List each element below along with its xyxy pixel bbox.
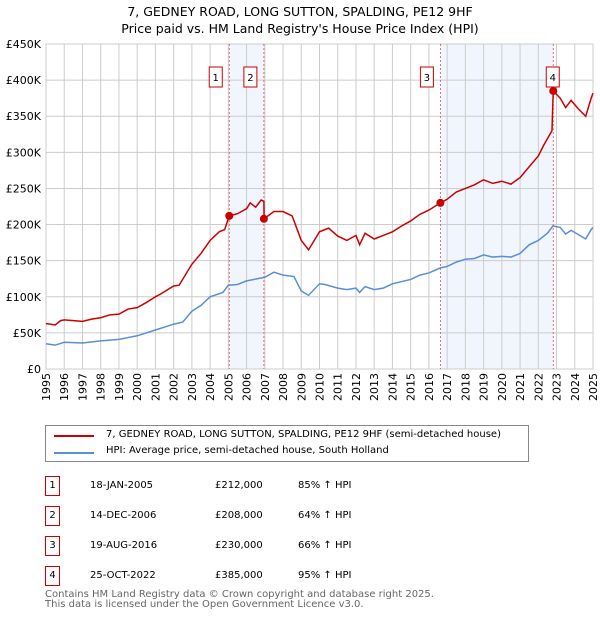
sale-price: £230,000	[215, 540, 263, 551]
x-tick-label: 2012	[350, 373, 363, 401]
x-tick-label: 2025	[587, 373, 600, 401]
x-tick-label: 1995	[40, 373, 53, 401]
sale-number: 4	[45, 566, 60, 586]
y-tick-label: £100K	[6, 291, 42, 304]
sale-point	[436, 198, 445, 207]
x-tick-label: 2022	[532, 373, 545, 401]
x-tick-label: 1996	[58, 373, 71, 401]
x-tick-label: 2023	[551, 373, 564, 401]
legend-swatch-property	[54, 435, 94, 437]
y-tick-label: £250K	[6, 182, 42, 195]
y-tick-label: £150K	[6, 255, 42, 268]
sale-hpi: 66% ↑ HPI	[298, 540, 352, 551]
sale-label: 1	[213, 73, 219, 84]
x-tick-label: 2020	[496, 373, 509, 401]
y-tick-label: £200K	[6, 219, 42, 232]
sale-row: 3 19-AUG-2016 £230,000 66% ↑ HPI	[45, 536, 445, 556]
x-tick-label: 2000	[131, 373, 144, 401]
footer: Contains HM Land Registry data © Crown c…	[45, 590, 434, 610]
property-line	[45, 89, 594, 326]
x-tick-label: 2015	[405, 373, 418, 401]
x-tick-label: 1998	[95, 373, 108, 401]
sale-price: £212,000	[215, 480, 263, 491]
sale-point	[259, 214, 268, 223]
chart-subtitle: Price paid vs. HM Land Registry's House …	[121, 21, 479, 36]
x-tick-label: 2019	[478, 373, 491, 401]
x-tick-label: 2003	[186, 373, 199, 401]
x-tick-label: 2018	[459, 373, 472, 401]
x-tick-label: 2004	[204, 373, 217, 401]
x-tick-label: 2014	[386, 373, 399, 401]
footer-line-2: This data is licensed under the Open Gov…	[45, 599, 364, 610]
x-tick-label: 2002	[168, 373, 181, 401]
sale-hpi: 85% ↑ HPI	[298, 480, 352, 491]
sale-label-box	[419, 66, 434, 88]
y-tick-label: £400K	[6, 74, 42, 87]
sale-hpi: 95% ↑ HPI	[298, 570, 352, 581]
legend-label-hpi: HPI: Average price, semi-detached house,…	[106, 445, 389, 456]
sale-date: 19-AUG-2016	[90, 540, 158, 551]
sale-row: 1 18-JAN-2005 £212,000 85% ↑ HPI	[45, 476, 445, 496]
x-tick-label: 2008	[277, 373, 290, 401]
hpi-line	[45, 225, 594, 346]
sale-label: 3	[424, 73, 430, 84]
plot-frame	[45, 43, 594, 370]
y-tick-label: £50K	[13, 327, 42, 340]
x-tick-label: 2001	[149, 373, 162, 401]
sale-row: 4 25-OCT-2022 £385,000 95% ↑ HPI	[45, 566, 445, 586]
sale-point	[225, 211, 234, 220]
sale-price: £208,000	[215, 510, 263, 521]
sale-label-box	[208, 66, 223, 88]
chart-title: 7, GEDNEY ROAD, LONG SUTTON, SPALDING, P…	[127, 4, 473, 19]
x-tick-label: 2006	[241, 373, 254, 401]
sale-label: 4	[550, 73, 556, 84]
sale-number: 1	[45, 476, 60, 496]
sale-number: 2	[45, 506, 60, 526]
sale-point	[549, 86, 558, 95]
sale-price: £385,000	[215, 570, 263, 581]
x-tick-label: 2016	[423, 373, 436, 401]
sale-number: 3	[45, 536, 60, 556]
x-tick-label: 2010	[314, 373, 327, 401]
shaded-period	[440, 44, 554, 369]
sale-label-box	[243, 66, 258, 88]
y-tick-label: £450K	[6, 38, 42, 51]
sale-date: 25-OCT-2022	[90, 570, 156, 581]
sale-date: 14-DEC-2006	[90, 510, 157, 521]
x-tick-label: 2011	[332, 373, 345, 401]
x-tick-label: 2009	[295, 373, 308, 401]
y-tick-label: £0	[27, 363, 41, 376]
sale-hpi: 64% ↑ HPI	[298, 510, 352, 521]
legend-swatch-hpi	[54, 452, 94, 454]
x-tick-label: 2024	[569, 373, 582, 401]
y-tick-label: £300K	[6, 146, 42, 159]
x-tick-label: 2013	[368, 373, 381, 401]
price-chart: £0 £50K £100K £150K £200K £250K £300K £350K £400…	[6, 38, 600, 401]
footer-line-1: Contains HM Land Registry data © Crown c…	[45, 589, 434, 600]
y-tick-label: £350K	[6, 110, 42, 123]
sale-date: 18-JAN-2005	[90, 480, 154, 491]
x-tick-label: 1999	[113, 373, 126, 401]
x-tick-label: 2021	[514, 373, 527, 401]
x-tick-label: 2007	[259, 373, 272, 401]
legend-label-property: 7, GEDNEY ROAD, LONG SUTTON, SPALDING, P…	[106, 429, 501, 440]
x-tick-label: 2017	[441, 373, 454, 401]
x-tick-label: 2005	[222, 373, 235, 401]
sale-row: 2 14-DEC-2006 £208,000 64% ↑ HPI	[45, 506, 445, 526]
x-tick-label: 1997	[76, 373, 89, 401]
legend: 7, GEDNEY ROAD, LONG SUTTON, SPALDING, P…	[45, 425, 529, 462]
sale-label-box	[545, 66, 560, 88]
sale-label: 2	[247, 73, 253, 84]
